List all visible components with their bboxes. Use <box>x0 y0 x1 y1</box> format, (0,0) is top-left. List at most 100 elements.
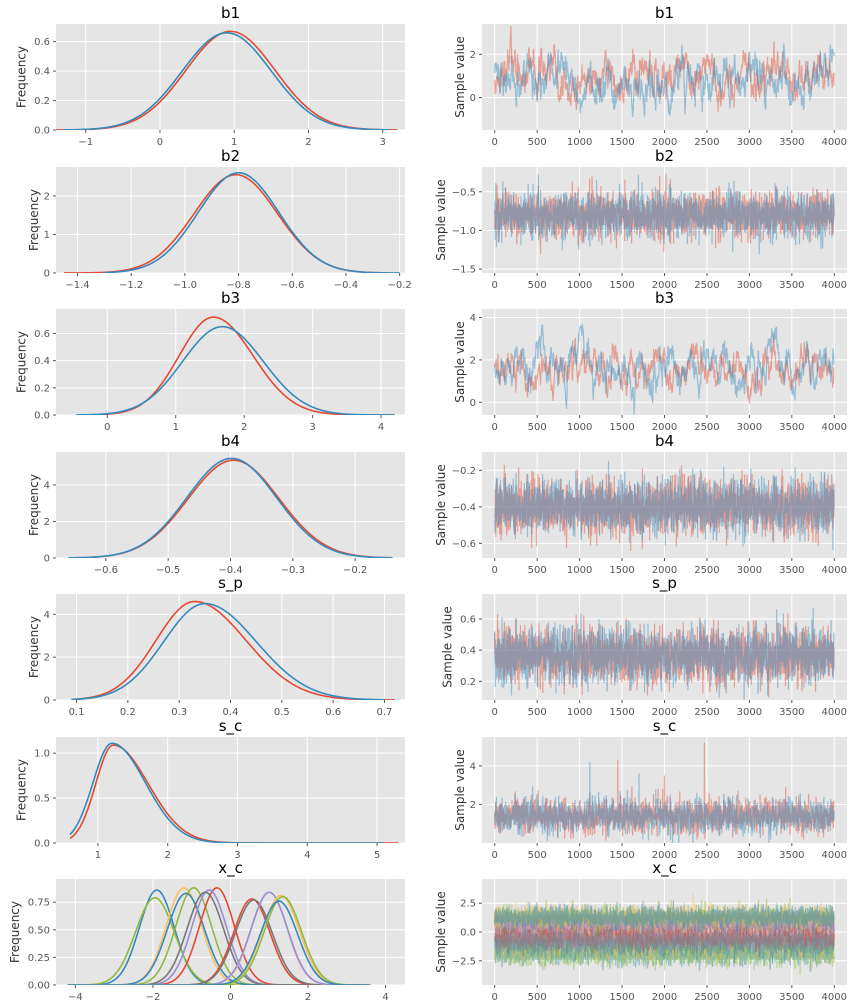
trace-line <box>494 613 835 698</box>
x-tick-label: 2000 <box>652 992 677 1000</box>
y-tick-label: 0.75 <box>28 898 50 909</box>
y-tick-label: 0 <box>470 398 476 409</box>
x-tick-label: −0.2 <box>387 280 411 291</box>
x-tick-label: 3 <box>380 137 386 148</box>
trace-line <box>494 333 835 405</box>
trace-line <box>494 919 835 958</box>
trace-panel-s_p: 0 500 1000 1500 2000 2500 3000 3500 4000 0.2 0.4 0.… <box>440 574 847 718</box>
y-tick-label: 2 <box>44 517 50 528</box>
y-tick-label: 0.50 <box>28 925 50 936</box>
panel-title: b4 <box>655 432 674 450</box>
y-axis-label: Frequency <box>14 46 28 108</box>
x-tick-label: 500 <box>528 850 547 861</box>
panel-title: b2 <box>655 147 674 165</box>
density-panel-b3: 0 1 2 3 4 0.0 0.2 0.4 0.6 b3 Frequency <box>14 289 405 433</box>
y-tick-label: 0.00 <box>28 981 50 992</box>
x-tick-label: 3000 <box>737 565 762 576</box>
panel-title: s_c <box>219 717 243 736</box>
x-tick-label: 2000 <box>652 707 677 718</box>
y-tick-label: −1.5 <box>452 265 476 276</box>
x-tick-label: 3 <box>309 422 315 433</box>
x-tick-label: 2000 <box>652 565 677 576</box>
x-tick-label: 500 <box>528 280 547 291</box>
trace-line <box>494 900 835 934</box>
x-tick-label: 2000 <box>652 137 677 148</box>
x-tick-label: 3500 <box>779 565 804 576</box>
trace-line <box>494 929 835 965</box>
y-tick-label: 2 <box>470 800 476 811</box>
x-tick-label: 3500 <box>779 422 804 433</box>
x-tick-label: 0 <box>492 565 498 576</box>
x-tick-label: 4 <box>378 422 384 433</box>
y-tick-label: 1.0 <box>34 749 50 760</box>
y-axis-label: Sample value <box>453 321 467 403</box>
x-tick-label: 2000 <box>652 850 677 861</box>
x-tick-label: 4000 <box>822 422 847 433</box>
series-group <box>68 457 393 558</box>
x-tick-label: 1500 <box>609 137 634 148</box>
trace-line <box>494 742 835 841</box>
x-tick-label: 1500 <box>609 707 634 718</box>
x-tick-label: −0.6 <box>94 565 118 576</box>
x-tick-label: −4 <box>68 992 83 1000</box>
trace-line <box>494 25 835 112</box>
trace-panel-b2: 0 500 1000 1500 2000 2500 3000 3500 4000 −1.5 −1.0… <box>434 147 847 291</box>
density-line <box>76 325 395 415</box>
y-tick-label: 4 <box>470 313 476 324</box>
x-tick-label: −0.3 <box>281 565 305 576</box>
x-tick-label: 1 <box>173 422 179 433</box>
y-tick-label: −0.2 <box>452 466 476 477</box>
density-panel-b4: −0.6 −0.5 −0.4 −0.3 −0.2 0 2 4 b4 Frequency <box>27 432 405 576</box>
x-tick-label: 500 <box>528 137 547 148</box>
x-tick-label: 4000 <box>822 137 847 148</box>
x-tick-label: 2500 <box>694 280 719 291</box>
y-tick-label: 2 <box>44 653 50 664</box>
x-tick-label: 1000 <box>567 280 592 291</box>
x-tick-label: 0 <box>492 992 498 1000</box>
x-tick-label: 0.2 <box>120 707 136 718</box>
y-axis-label: Sample value <box>453 749 467 831</box>
density-line <box>67 899 371 985</box>
trace-line <box>494 892 835 934</box>
trace-line <box>494 924 835 964</box>
y-tick-label: 4 <box>44 480 50 491</box>
y-tick-label: −0.6 <box>452 539 476 550</box>
series-group <box>494 607 835 700</box>
density-panel-x_c: −4 −2 0 2 4 0.00 0.25 0.50 0.75 x_c Frequency <box>8 859 405 1000</box>
panel-title: b1 <box>655 4 674 22</box>
x-tick-label: 3000 <box>737 992 762 1000</box>
series-group <box>494 324 835 415</box>
y-tick-label: 4 <box>470 761 476 772</box>
density-line <box>71 600 395 700</box>
panel-title: x_c <box>652 859 677 878</box>
x-tick-label: 1000 <box>567 992 592 1000</box>
y-tick-label: 0.25 <box>28 953 50 964</box>
y-axis-label: Frequency <box>27 616 41 678</box>
x-tick-label: 1500 <box>609 280 634 291</box>
x-tick-label: 3000 <box>737 280 762 291</box>
x-tick-label: 4 <box>382 992 388 1000</box>
panel-title: s_c <box>653 717 677 736</box>
y-tick-label: 2 <box>44 191 50 202</box>
x-tick-label: 0 <box>492 280 498 291</box>
x-tick-label: 3500 <box>779 137 804 148</box>
plot-area <box>56 167 405 273</box>
x-tick-label: 2500 <box>694 422 719 433</box>
trace-line <box>494 904 835 937</box>
density-line <box>71 602 385 700</box>
x-tick-label: 3000 <box>737 707 762 718</box>
density-panel-b2: −1.4 −1.2 −1.0 −0.8 −0.6 −0.4 −0.2 0 1 2 b2 Frequen… <box>27 147 412 291</box>
x-tick-label: 2 <box>305 137 311 148</box>
trace-line <box>494 924 835 966</box>
x-tick-label: 500 <box>528 707 547 718</box>
x-tick-label: 3000 <box>737 137 762 148</box>
x-tick-label: 0.5 <box>274 707 290 718</box>
x-tick-label: 1000 <box>567 850 592 861</box>
y-axis-label: Frequency <box>27 474 41 536</box>
x-tick-label: −0.4 <box>218 565 242 576</box>
y-tick-label: 0.0 <box>460 928 476 939</box>
trace-line <box>494 174 835 255</box>
trace-line <box>494 460 835 551</box>
y-tick-label: −0.4 <box>452 502 476 513</box>
y-axis-label: Frequency <box>14 331 28 393</box>
